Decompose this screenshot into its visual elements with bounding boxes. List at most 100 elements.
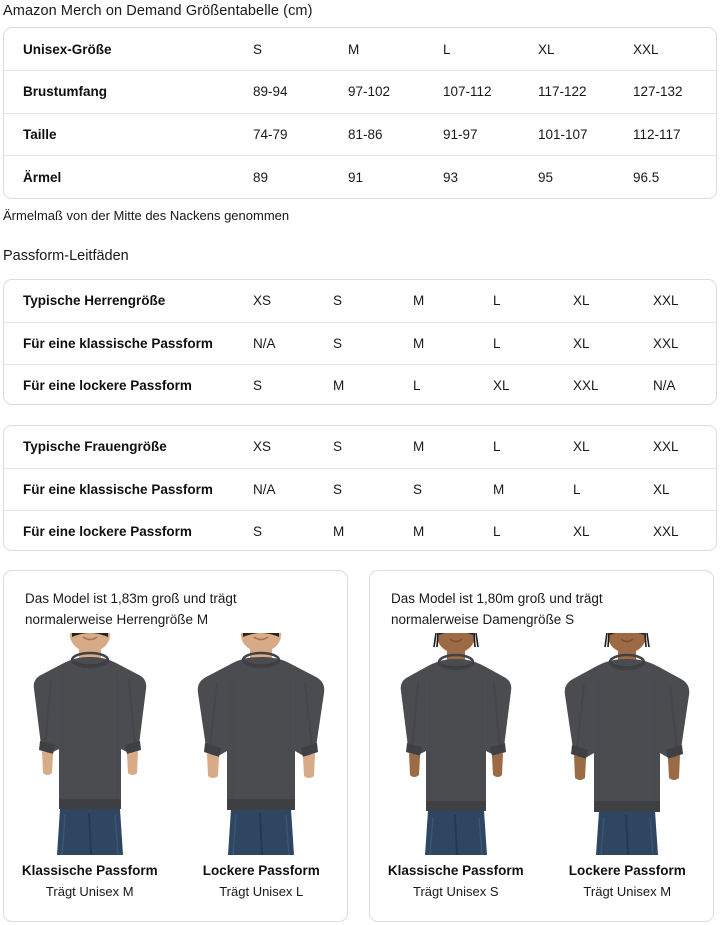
cell-chest-xxl: 127-132	[633, 70, 716, 113]
womens-classic-l: M	[493, 467, 573, 510]
female-classic-fit-figure-slot	[370, 633, 542, 855]
table-row: Für eine klassische Passform N/A S M L X…	[4, 321, 716, 364]
unisex-size-table-card: Unisex-Größe S M L XL XXL Brustumfang 89…	[3, 27, 717, 199]
womens-classic-xxl: XL	[653, 467, 716, 510]
size-col-xxl: XXL	[633, 41, 659, 57]
size-col-xl: XL	[538, 41, 555, 57]
table-row: Für eine lockere Passform S M M L XL XXL	[4, 509, 716, 550]
mens-classic-m: M	[413, 321, 493, 364]
male-classic-fit-name: Klassische Passform	[21, 863, 158, 878]
womens-row-label-relaxed: Für eine lockere Passform	[4, 509, 253, 550]
cell-waist-xl: 101-107	[538, 112, 633, 156]
table-row: Für eine lockere Passform S M L XL XXL N…	[4, 363, 716, 404]
mens-size-col-m: M	[413, 293, 425, 309]
womens-relaxed-xs: S	[253, 509, 333, 550]
table-row: Taille 74-79 81-86 91-97 101-107 112-117	[4, 112, 716, 156]
male-classic-fit-label-group: Klassische Passform Trägt Unisex M	[4, 861, 176, 902]
row-label-waist: Taille	[4, 112, 253, 156]
table-row-header: Typische Herrengröße XS S M L XL XXL	[4, 280, 716, 322]
female-relaxed-fit-figure-slot	[542, 633, 714, 855]
table-row-header: Typische Frauengröße XS S M L XL XXL	[4, 426, 716, 468]
male-model-caption: Das Model ist 1,83m groß und trägt norma…	[25, 591, 237, 627]
table-row: Für eine klassische Passform N/A S S M L…	[4, 467, 716, 510]
womens-size-col-xxl: XXL	[653, 439, 679, 455]
mens-relaxed-xxl: N/A	[653, 363, 716, 404]
mens-size-col-xs: XS	[253, 293, 272, 309]
cell-waist-m: 81-86	[348, 112, 443, 156]
female-relaxed-fit-wears: Trägt Unisex M	[583, 884, 672, 899]
cell-chest-s: 89-94	[253, 70, 348, 113]
mens-size-label: Typische Herrengröße	[23, 293, 166, 309]
female-model-figures	[370, 633, 713, 855]
mens-row-label-relaxed: Für eine lockere Passform	[4, 363, 253, 404]
womens-relaxed-xxl: XXL	[653, 509, 716, 550]
cell-waist-l: 91-97	[443, 112, 538, 156]
male-classic-fit-figure-slot	[4, 633, 176, 855]
womens-row-label-classic: Für eine klassische Passform	[4, 467, 253, 510]
fit-guides-title: Passform-Leitfäden	[3, 248, 129, 264]
womens-fit-table-card: Typische Frauengröße XS S M L XL XXL Für…	[3, 425, 717, 551]
womens-size-col-s: S	[333, 439, 343, 455]
size-col-m: M	[348, 41, 360, 57]
table-row: Ärmel 89 91 93 95 96.5	[4, 155, 716, 198]
mens-classic-xs: N/A	[253, 321, 333, 364]
womens-classic-s: S	[333, 467, 413, 510]
female-model-panel: Das Model ist 1,80m groß und trägt norma…	[369, 570, 714, 922]
cell-sleeve-xxl: 96.5	[633, 155, 716, 198]
womens-fit-table: Typische Frauengröße XS S M L XL XXL Für…	[4, 426, 716, 550]
female-relaxed-fit-name: Lockere Passform	[568, 863, 686, 878]
male-relaxed-fit-name: Lockere Passform	[202, 863, 320, 878]
mens-fit-table-card: Typische Herrengröße XS S M L XL XXL Für…	[3, 279, 717, 405]
womens-size-col-m: M	[413, 439, 425, 455]
male-model-classic-fit-image	[15, 633, 165, 855]
mens-fit-table: Typische Herrengröße XS S M L XL XXL Für…	[4, 280, 716, 404]
mens-size-col-l: L	[493, 293, 501, 309]
cell-waist-s: 74-79	[253, 112, 348, 156]
mens-size-col-s: S	[333, 293, 343, 309]
size-col-l: L	[443, 41, 451, 57]
female-model-caption: Das Model ist 1,80m groß und trägt norma…	[391, 591, 603, 627]
womens-size-col-xl: XL	[573, 439, 590, 455]
mens-row-label-classic: Für eine klassische Passform	[4, 321, 253, 364]
womens-classic-xl: L	[573, 467, 653, 510]
sleeve-measurement-note: Ärmelmaß von der Mitte des Nackens genom…	[3, 208, 290, 223]
cell-chest-xl: 117-122	[538, 70, 633, 113]
womens-relaxed-l: L	[493, 509, 573, 550]
male-fit-labels: Klassische Passform Trägt Unisex M Locke…	[4, 861, 347, 902]
female-relaxed-fit-label-group: Lockere Passform Trägt Unisex M	[542, 861, 714, 902]
row-label-chest: Brustumfang	[4, 70, 253, 113]
cell-chest-m: 97-102	[348, 70, 443, 113]
cell-sleeve-xl: 95	[538, 155, 633, 198]
cell-chest-l: 107-112	[443, 70, 538, 113]
size-col-s: S	[253, 41, 263, 57]
female-classic-fit-name: Klassische Passform	[387, 863, 524, 878]
womens-classic-m: S	[413, 467, 493, 510]
womens-size-label: Typische Frauengröße	[23, 439, 167, 455]
unisex-size-label: Unisex-Größe	[23, 41, 112, 57]
female-classic-fit-wears: Trägt Unisex S	[413, 884, 499, 899]
male-model-panel: Das Model ist 1,83m groß und trägt norma…	[3, 570, 348, 922]
male-relaxed-fit-wears: Trägt Unisex L	[219, 884, 304, 899]
unisex-size-table: Unisex-Größe S M L XL XXL Brustumfang 89…	[4, 28, 716, 198]
womens-size-col-l: L	[493, 439, 501, 455]
male-model-relaxed-fit-image	[186, 633, 336, 855]
male-model-figures	[4, 633, 347, 855]
female-model-relaxed-fit-image	[552, 633, 702, 855]
mens-relaxed-xl: XXL	[573, 363, 653, 404]
male-relaxed-fit-label-group: Lockere Passform Trägt Unisex L	[176, 861, 348, 902]
table-row: Brustumfang 89-94 97-102 107-112 117-122…	[4, 70, 716, 113]
mens-classic-xxl: XXL	[653, 321, 716, 364]
cell-waist-xxl: 112-117	[633, 112, 716, 156]
mens-relaxed-s: M	[333, 363, 413, 404]
mens-classic-l: L	[493, 321, 573, 364]
mens-relaxed-xs: S	[253, 363, 333, 404]
row-label-sleeve: Ärmel	[4, 155, 253, 198]
womens-classic-xs: N/A	[253, 467, 333, 510]
mens-relaxed-l: XL	[493, 363, 573, 404]
womens-relaxed-s: M	[333, 509, 413, 550]
cell-sleeve-l: 93	[443, 155, 538, 198]
male-classic-fit-wears: Trägt Unisex M	[45, 884, 134, 899]
male-relaxed-fit-figure-slot	[176, 633, 348, 855]
mens-classic-s: S	[333, 321, 413, 364]
